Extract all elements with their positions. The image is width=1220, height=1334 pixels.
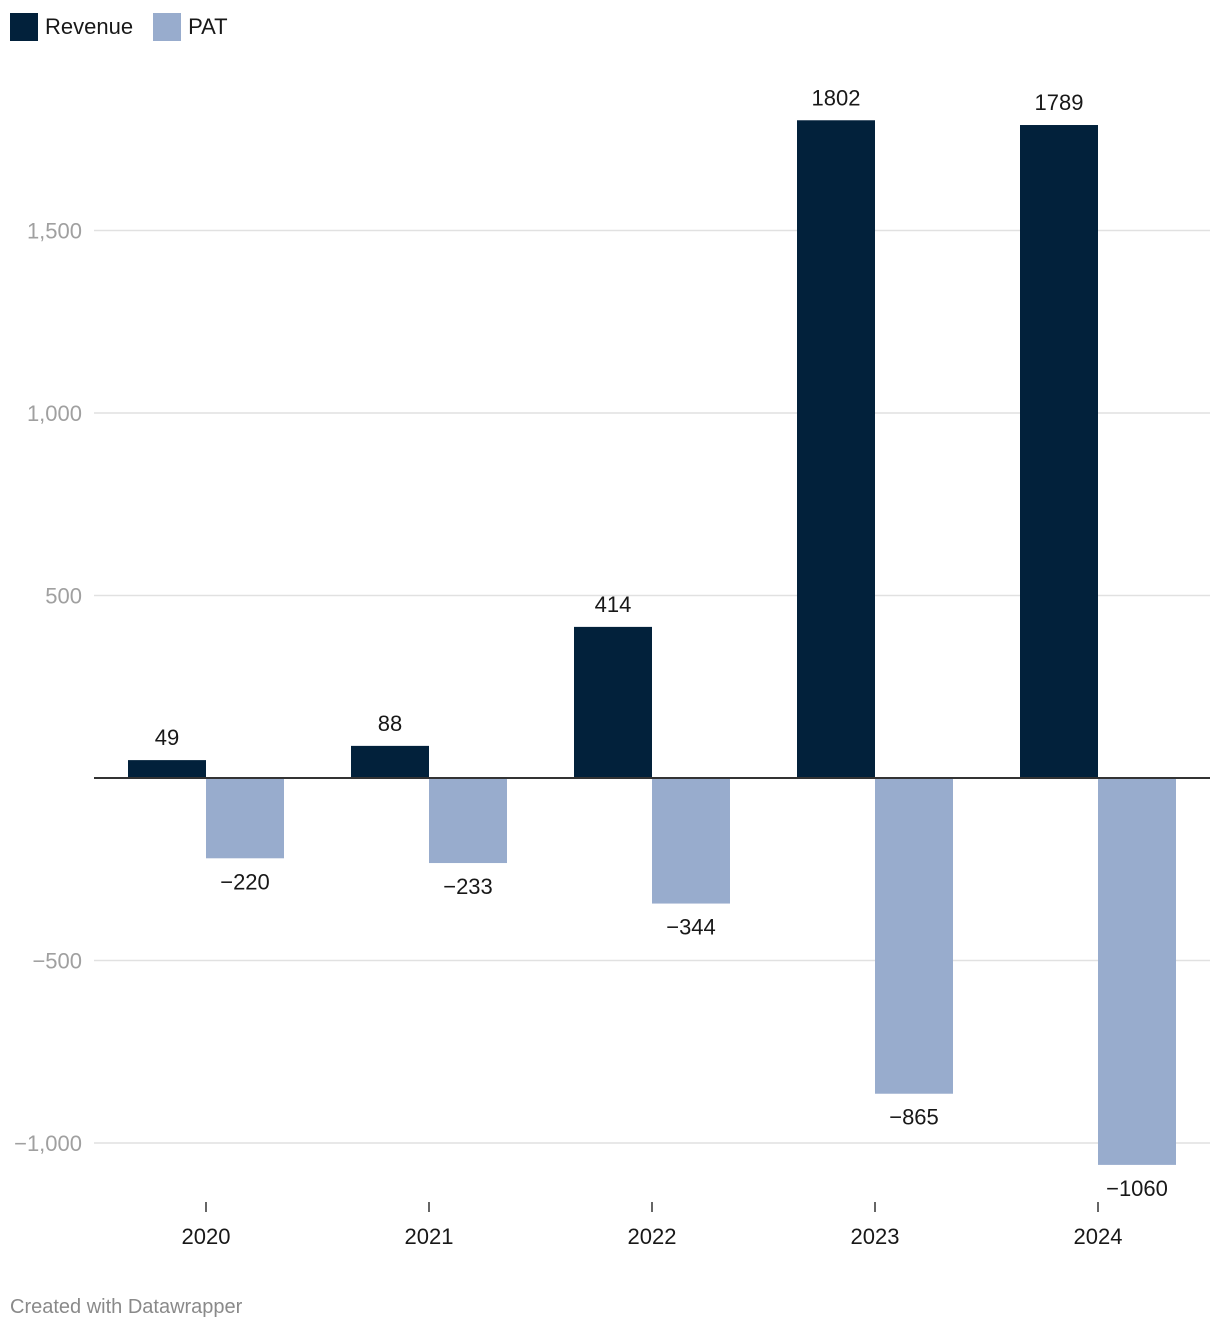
y-tick-label: −1,000 xyxy=(14,1131,82,1156)
x-tick-label: 2021 xyxy=(405,1224,454,1249)
footer-credit: Created with Datawrapper xyxy=(10,1296,243,1318)
pat-bar xyxy=(429,778,507,864)
revenue-bar xyxy=(574,626,652,778)
legend-swatch-pat xyxy=(153,13,182,41)
pat-value-label: −1060 xyxy=(1106,1176,1168,1201)
pat-bar xyxy=(1098,778,1176,1165)
legend-label-pat: PAT xyxy=(188,14,228,39)
x-tick-label: 2024 xyxy=(1074,1224,1123,1249)
pat-value-label: −220 xyxy=(220,869,270,894)
pat-value-label: −865 xyxy=(889,1105,939,1130)
x-tick-label: 2022 xyxy=(628,1224,677,1249)
legend: Revenue PAT xyxy=(10,12,248,42)
revenue-value-label: 49 xyxy=(155,725,179,750)
pat-bar xyxy=(652,778,730,904)
y-tick-label: 1,000 xyxy=(27,401,82,426)
revenue-value-label: 88 xyxy=(378,711,402,736)
y-tick-label: −500 xyxy=(32,949,82,974)
revenue-bar xyxy=(128,760,206,778)
y-tick-label: 500 xyxy=(45,584,82,609)
y-tick-label: 1,500 xyxy=(27,219,82,244)
legend-item-revenue: Revenue xyxy=(10,13,133,41)
revenue-bar xyxy=(797,120,875,778)
pat-value-label: −233 xyxy=(443,874,493,899)
revenue-bar xyxy=(1020,125,1098,778)
pat-bar xyxy=(875,778,953,1094)
legend-swatch-revenue xyxy=(10,13,38,41)
pat-value-label: −344 xyxy=(666,915,716,940)
bar-chart: 1,500 1,000 500 −500 −1,000 49 −220 2020 88 −233 2… xyxy=(14,85,1210,1249)
revenue-bar xyxy=(351,745,429,778)
revenue-value-label: 1802 xyxy=(812,85,861,110)
legend-item-pat: PAT xyxy=(153,13,228,41)
x-tick-label: 2020 xyxy=(182,1224,231,1249)
x-tick-label: 2023 xyxy=(851,1224,900,1249)
revenue-value-label: 414 xyxy=(595,592,632,617)
revenue-value-label: 1789 xyxy=(1035,90,1084,115)
pat-bar xyxy=(206,778,284,859)
legend-label-revenue: Revenue xyxy=(45,14,134,39)
